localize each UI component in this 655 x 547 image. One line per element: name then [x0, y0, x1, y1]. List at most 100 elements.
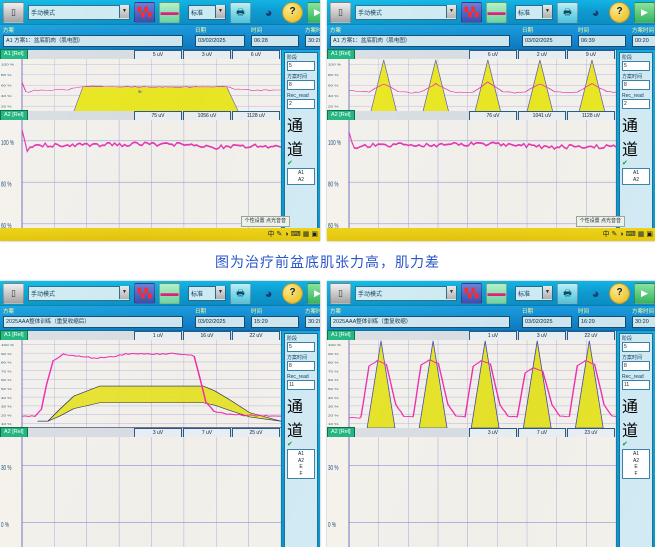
tray-icon-2[interactable]: ◑	[619, 231, 623, 238]
status-tooltip: 个性设置 点光音音	[241, 216, 290, 227]
tray-icon-0[interactable]: 中	[603, 231, 610, 238]
circle-icon[interactable]: ◕	[259, 3, 278, 22]
device-icon[interactable]: ▯	[330, 2, 351, 23]
checkmark-icon[interactable]: ✔	[287, 441, 315, 448]
channel-item-F[interactable]: F	[624, 471, 648, 478]
sidebar-stage-value[interactable]: 5	[287, 61, 315, 71]
date-field-value[interactable]: 03/02/2025	[195, 316, 245, 328]
duration-field-value[interactable]: 30:20	[305, 316, 320, 328]
program-combo[interactable]: 手动模式 ▼	[355, 286, 457, 301]
sidebar-rec-read: Rec_read 11	[287, 374, 315, 390]
mode-combo[interactable]: 标准 ▼	[188, 286, 226, 301]
tray-icon-5[interactable]: ▣	[646, 231, 653, 238]
program-combo[interactable]: 手动模式 ▼	[28, 5, 130, 20]
sidebar-plan-time-value[interactable]: 8	[287, 80, 315, 90]
printer-icon[interactable]: 🖶	[230, 283, 251, 304]
stim-red-icon[interactable]: ▚▚	[461, 2, 482, 23]
channel-item-A2[interactable]: A2	[289, 177, 313, 184]
sidebar-plan-time-value[interactable]: 8	[287, 361, 315, 371]
next-button[interactable]: ▶	[634, 2, 655, 23]
printer-icon[interactable]: 🖶	[230, 2, 251, 23]
tray-icon-2[interactable]: ◑	[284, 231, 288, 238]
tray-icon-1[interactable]: ✎	[612, 231, 618, 238]
sidebar-rec-read-value[interactable]: 2	[622, 99, 650, 109]
stim-green-icon[interactable]: ▬▬	[159, 283, 180, 304]
time-field-value[interactable]: 06:28	[251, 35, 299, 47]
stim-red-icon[interactable]: ▚▚	[461, 283, 482, 304]
tray-icon-4[interactable]: ▦	[638, 231, 645, 238]
tray-icon-3[interactable]: ⌨	[626, 231, 636, 238]
chart-header: A1 [Rel] 1 uV 3 uV 22 uV	[327, 331, 616, 340]
next-button[interactable]: ▶	[307, 2, 320, 23]
next-button[interactable]: ▶	[634, 283, 655, 304]
sidebar-plan-time-value[interactable]: 8	[622, 80, 650, 90]
sidebar-stage-value[interactable]: 5	[622, 342, 650, 352]
channel-list[interactable]: A1 A2 E F	[287, 449, 315, 479]
date-field-value[interactable]: 03/02/2025	[522, 35, 572, 47]
help-button[interactable]: ?	[282, 283, 303, 304]
stim-green-icon[interactable]: ▬▬	[159, 2, 180, 23]
circle-icon[interactable]: ◕	[586, 3, 605, 22]
plot-area[interactable]: 100 % 80 % 60 % 40 % 20 %	[327, 59, 616, 111]
tray-icon-1[interactable]: ✎	[277, 231, 283, 238]
stim-green-icon[interactable]: ▬▬	[486, 283, 507, 304]
plot-area[interactable]: 30 % 0 %	[0, 437, 281, 547]
date-field-value[interactable]: 03/02/2025	[195, 35, 245, 47]
device-icon[interactable]: ▯	[330, 283, 351, 304]
chart-plot: 100 %80 %60 %40 %20 %	[0, 59, 281, 111]
checkmark-icon[interactable]: ✔	[622, 160, 650, 167]
device-icon[interactable]: ▯	[3, 283, 24, 304]
mode-combo[interactable]: 标准 ▼	[515, 5, 553, 20]
circle-icon[interactable]: ◕	[586, 284, 605, 303]
tray-icon-3[interactable]: ⌨	[291, 231, 301, 238]
next-button[interactable]: ▶	[307, 283, 320, 304]
printer-icon[interactable]: 🖶	[557, 2, 578, 23]
channel-list[interactable]: A1 A2	[622, 168, 650, 185]
sidebar-rec-read-value[interactable]: 2	[287, 99, 315, 109]
tray-icon-0[interactable]: 中	[268, 231, 275, 238]
duration-field-value[interactable]: 30:20	[305, 35, 320, 47]
stim-green-icon[interactable]: ▬▬	[486, 2, 507, 23]
plan-field-value[interactable]: A1 方案1：盆底肌肉（肌电图）	[3, 35, 183, 47]
sidebar-stage-value[interactable]: 5	[287, 342, 315, 352]
plot-area[interactable]: 100 % 80 % 60 % 40 % 20 %	[0, 59, 281, 111]
channel-list[interactable]: A1 A2 E F	[622, 449, 650, 479]
printer-icon[interactable]: 🖶	[557, 283, 578, 304]
tray-icon-4[interactable]: ▦	[303, 231, 310, 238]
date-field-value[interactable]: 03/02/2025	[522, 316, 572, 328]
plan-field-value[interactable]: A1 方案1：盆底肌肉（肌电图）	[330, 35, 510, 47]
plot-area[interactable]: 100 % 80 % 60 %	[0, 120, 281, 241]
channel-item-A2[interactable]: A2	[624, 177, 648, 184]
time-field-value[interactable]: 06:39	[578, 35, 626, 47]
sidebar-rec-read-value[interactable]: 11	[622, 380, 650, 390]
program-combo[interactable]: 手动模式 ▼	[28, 286, 130, 301]
program-combo[interactable]: 手动模式 ▼	[355, 5, 457, 20]
plot-area[interactable]: 30 % 0 %	[327, 437, 616, 547]
time-field-value[interactable]: 16:29	[578, 316, 626, 328]
time-field-value[interactable]: 15:29	[251, 316, 299, 328]
plan-field-value[interactable]: 2025AAA整体训练（重复收缩）	[330, 316, 510, 328]
help-button[interactable]: ?	[609, 2, 630, 23]
mode-combo[interactable]: 标准 ▼	[515, 286, 553, 301]
channel-item-F[interactable]: F	[289, 471, 313, 478]
stim-red-icon[interactable]: ▚▚	[134, 2, 155, 23]
help-button[interactable]: ?	[282, 2, 303, 23]
stim-red-icon[interactable]: ▚▚	[134, 283, 155, 304]
checkmark-icon[interactable]: ✔	[287, 160, 315, 167]
plot-area[interactable]: 100 % 90 % 80 % 70 % 60 % 50 % 40 % 30 % 20 % 10 …	[327, 340, 616, 428]
sidebar-rec-read-value[interactable]: 11	[287, 380, 315, 390]
sidebar-stage-value[interactable]: 5	[622, 61, 650, 71]
tray-icon-5[interactable]: ▣	[311, 231, 318, 238]
channel-list[interactable]: A1 A2	[287, 168, 315, 185]
plot-area[interactable]: 100 % 90 % 80 % 70 % 60 % 50 % 40 % 30 % 20 % 10 …	[0, 340, 281, 428]
plan-field-value[interactable]: 2025AAA整体训练（重复收缩后）	[3, 316, 183, 328]
help-button[interactable]: ?	[609, 283, 630, 304]
plot-area[interactable]: 100 % 80 % 60 %	[327, 120, 616, 241]
duration-field-value[interactable]: 00:20	[632, 35, 655, 47]
sidebar-plan-time-value[interactable]: 8	[622, 361, 650, 371]
duration-field-value[interactable]: 30:20	[632, 316, 655, 328]
circle-icon[interactable]: ◕	[259, 284, 278, 303]
device-icon[interactable]: ▯	[3, 2, 24, 23]
mode-combo[interactable]: 标准 ▼	[188, 5, 226, 20]
checkmark-icon[interactable]: ✔	[622, 441, 650, 448]
